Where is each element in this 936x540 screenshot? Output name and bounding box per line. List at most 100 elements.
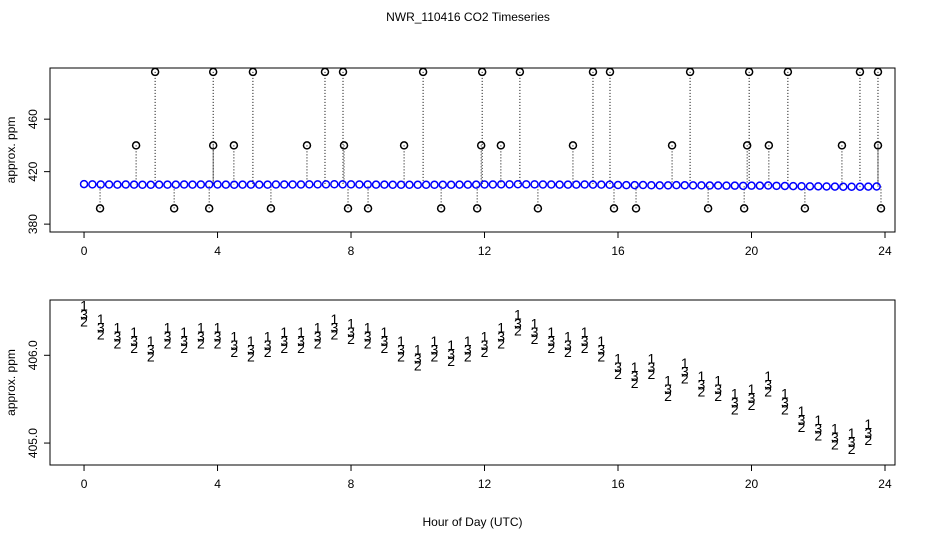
- series-marker: 2: [514, 322, 522, 338]
- series-marker: 2: [731, 401, 739, 417]
- series-marker: 2: [681, 371, 689, 387]
- series-marker: 2: [280, 340, 288, 356]
- series-marker: 2: [464, 349, 472, 365]
- spike-point: [472, 204, 482, 213]
- data-point: [705, 181, 715, 190]
- series-marker: 3: [364, 328, 372, 344]
- data-point: [129, 180, 139, 189]
- series-marker: 3: [380, 333, 388, 349]
- data-point: [471, 180, 481, 189]
- spike-point: [95, 204, 105, 213]
- series-marker: 1: [664, 372, 672, 388]
- series-marker: 1: [214, 320, 222, 336]
- data-point: [363, 180, 372, 189]
- data-point: [263, 180, 272, 189]
- series-marker: 3: [147, 342, 155, 358]
- data-point: [763, 181, 773, 190]
- series-marker: 1: [531, 315, 539, 331]
- series-marker: 2: [631, 375, 639, 391]
- series-marker: 2: [864, 432, 872, 448]
- series-marker: 1: [581, 324, 589, 340]
- series-marker: 2: [564, 344, 572, 360]
- data-point: [238, 180, 247, 189]
- series-marker: 1: [147, 333, 155, 349]
- data-point: [188, 180, 197, 189]
- series-marker: 3: [798, 412, 806, 428]
- x-tick-label: 8: [348, 244, 355, 258]
- series-marker: 1: [364, 320, 372, 336]
- data-point: [154, 180, 164, 189]
- spike-point: [855, 67, 865, 77]
- series-marker: 3: [330, 320, 338, 336]
- data-point: [246, 180, 256, 189]
- series-marker: 3: [831, 429, 839, 445]
- x-tick-label: 12: [478, 477, 492, 491]
- y-tick-label: 380: [26, 214, 40, 234]
- chart-title: NWR_110416 CO2 Timeseries: [386, 10, 550, 24]
- data-point: [864, 182, 873, 191]
- spike-point: [320, 67, 330, 77]
- series-marker: 3: [130, 333, 138, 349]
- data-point: [680, 181, 690, 190]
- data-point: [730, 181, 740, 190]
- series-marker: 3: [464, 342, 472, 358]
- spike-point: [399, 141, 409, 150]
- series-marker: 1: [314, 320, 322, 336]
- series-marker: 2: [264, 344, 272, 360]
- series-marker: 2: [314, 335, 322, 351]
- series-marker: 3: [97, 320, 105, 336]
- data-point: [580, 180, 589, 189]
- spike-point: [418, 67, 428, 77]
- data-point: [313, 180, 322, 189]
- series-marker: 1: [731, 385, 739, 401]
- series-marker: 1: [814, 412, 822, 428]
- data-point: [638, 180, 648, 190]
- data-point: [438, 180, 448, 190]
- series-marker: 2: [364, 335, 372, 351]
- series-marker: 1: [280, 324, 288, 340]
- data-point: [79, 179, 89, 189]
- data-point: [572, 180, 581, 189]
- data-point: [547, 180, 556, 189]
- series-marker: 1: [781, 385, 789, 401]
- series-marker: 1: [347, 315, 355, 331]
- data-point: [254, 180, 264, 189]
- data-point: [196, 180, 206, 189]
- data-point: [496, 180, 506, 189]
- series-marker: 2: [814, 428, 822, 444]
- series-marker: 3: [497, 328, 505, 344]
- data-point: [330, 179, 339, 189]
- data-point: [738, 181, 748, 191]
- series-marker: 3: [681, 364, 689, 380]
- data-point: [613, 180, 623, 190]
- data-point: [163, 180, 172, 189]
- x-axis-label: Hour of Day (UTC): [422, 515, 522, 529]
- series-marker: 3: [698, 377, 706, 393]
- data-point: [396, 180, 406, 190]
- series-marker: 3: [531, 324, 539, 340]
- data-point: [772, 181, 781, 191]
- data-point: [672, 180, 681, 190]
- spike-point: [876, 204, 886, 213]
- series-marker: 2: [581, 340, 589, 356]
- series-marker: 1: [264, 328, 272, 344]
- data-point: [455, 180, 464, 189]
- data-point: [588, 180, 598, 189]
- spike-point: [742, 141, 752, 150]
- data-point: [805, 182, 815, 191]
- series-marker: 2: [714, 388, 722, 404]
- spike-point: [436, 204, 446, 213]
- spike-point: [764, 141, 774, 150]
- x-tick-label: 12: [478, 244, 492, 258]
- data-point: [521, 180, 531, 189]
- series-marker: 2: [80, 314, 88, 330]
- spike-point: [208, 67, 218, 77]
- series-marker: 1: [130, 324, 138, 340]
- series-marker: 2: [347, 331, 355, 347]
- series-marker: 3: [347, 324, 355, 340]
- spike-point: [568, 141, 578, 150]
- series-marker: 3: [481, 337, 489, 353]
- series-marker: 1: [197, 320, 205, 336]
- series-marker: 2: [97, 327, 105, 343]
- spike-point: [605, 67, 615, 77]
